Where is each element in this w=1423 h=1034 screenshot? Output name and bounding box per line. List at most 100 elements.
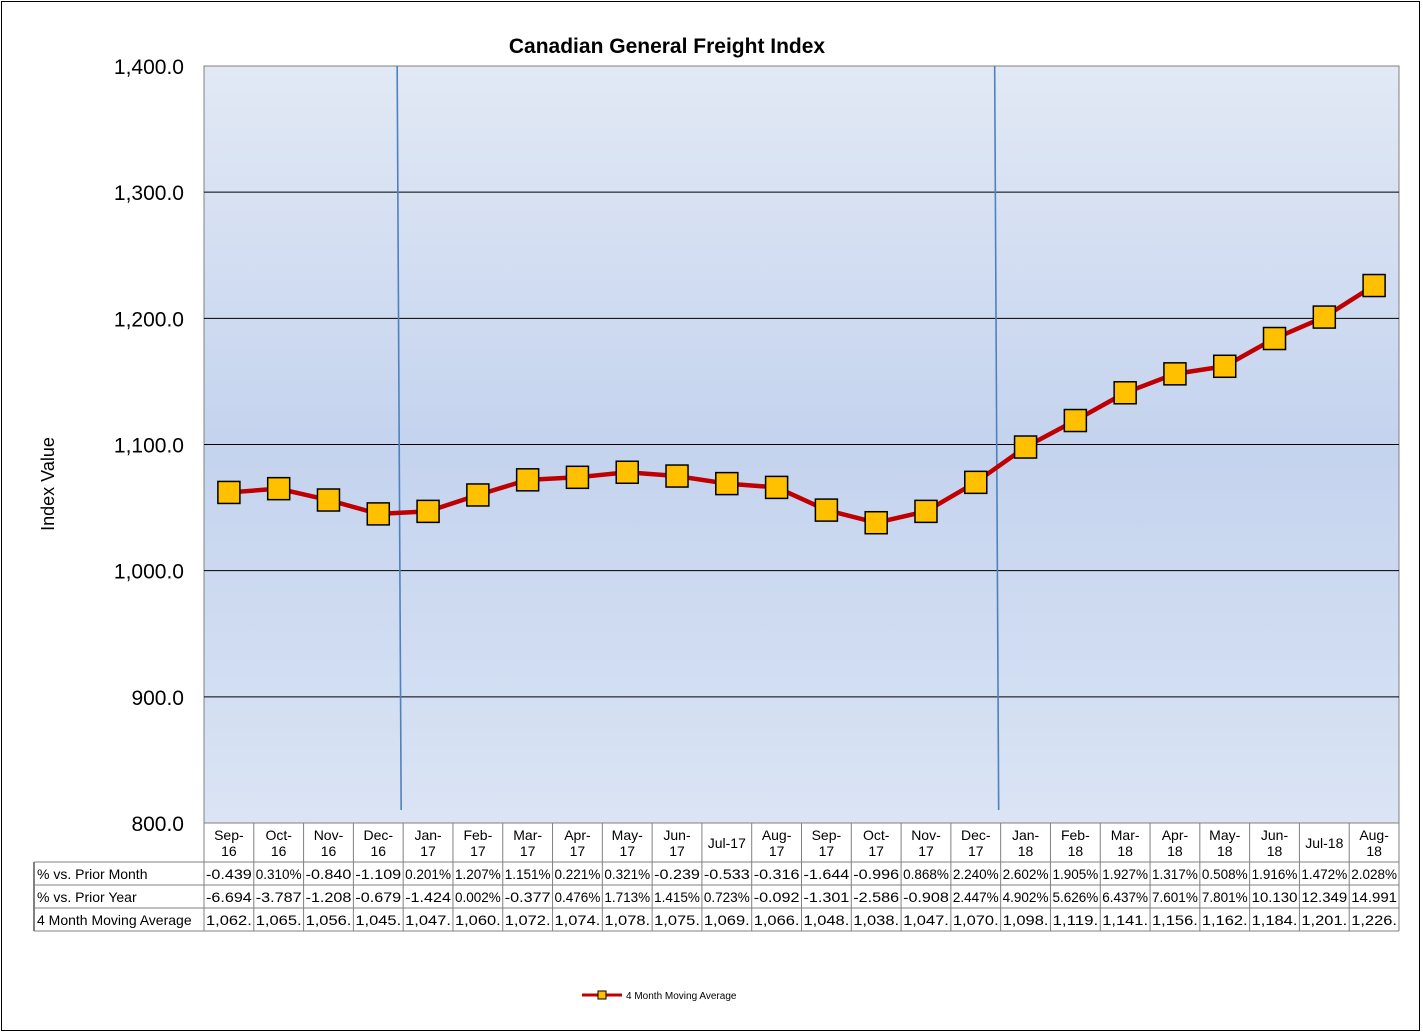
table-cell: -1.424 <box>405 889 451 905</box>
table-cell: 1,156. <box>1152 912 1198 928</box>
data-point <box>964 470 988 495</box>
table-cell: 1,062. <box>206 912 252 928</box>
table-cell: -1.208 <box>306 889 352 905</box>
data-point <box>1163 362 1187 386</box>
table-cell: 1,056. <box>306 912 352 928</box>
x-tick-label: Jun-18 <box>1261 827 1289 859</box>
data-point <box>1212 354 1237 379</box>
data-point <box>515 468 540 492</box>
data-point <box>715 471 739 496</box>
x-tick-label: Nov-17 <box>911 827 941 859</box>
table-cell: 1,078. <box>604 912 650 928</box>
table-cell: -0.316 <box>754 866 800 882</box>
table-cell: -1.109 <box>355 866 401 882</box>
table-cell: 1,047. <box>903 912 949 928</box>
x-tick-label: Apr-17 <box>564 827 591 859</box>
table-cell: -0.679 <box>355 889 401 905</box>
x-tick-label: Apr-18 <box>1162 827 1189 859</box>
table-cell: -0.533 <box>704 866 750 882</box>
legend-marker <box>597 990 607 1000</box>
table-cell: 1.916% <box>1252 866 1298 882</box>
data-point <box>217 480 241 505</box>
table-cell: 4.902% <box>1003 889 1049 905</box>
table-cell: 2.602% <box>1003 866 1049 882</box>
table-cell: 1,226. <box>1351 912 1397 928</box>
table-cell: 1,119. <box>1052 912 1098 928</box>
x-tick-label: Oct-17 <box>863 827 890 859</box>
y-tick-label: 1,300.0 <box>114 182 184 205</box>
table-cell: 1.905% <box>1052 866 1098 882</box>
table-cell: 6.437% <box>1102 889 1148 905</box>
table-cell: -0.996 <box>853 866 899 882</box>
table-cell: -3.787 <box>256 889 302 905</box>
table-cell: 1,070. <box>953 912 999 928</box>
table-cell: 1.207% <box>455 866 501 882</box>
table-cell: 1,098. <box>1003 912 1049 928</box>
table-cell: 1,045. <box>355 912 401 928</box>
y-tick-label: 800.0 <box>131 813 184 836</box>
table-cell: -0.908 <box>903 889 949 905</box>
x-tick-label: Jul-17 <box>708 835 746 851</box>
table-cell: 0.221% <box>555 866 601 882</box>
legend: 4 Month Moving Average <box>582 990 737 1002</box>
legend-label: 4 Month Moving Average <box>626 991 737 1002</box>
table-row-label: 4 Month Moving Average <box>37 912 192 928</box>
y-tick-label: 1,100.0 <box>114 435 184 458</box>
x-tick-label: May-17 <box>612 827 643 859</box>
table-cell: 1.713% <box>604 889 650 905</box>
reference-line <box>993 65 1000 811</box>
table-cell: 2.028% <box>1351 866 1397 882</box>
y-tick-label: 1,400.0 <box>114 56 184 79</box>
table-cell: 1,074. <box>555 912 601 928</box>
y-axis-ticks: 1,400.0 1,300.0 1,200.0 1,100.0 1,000.0 900.0… <box>114 56 184 836</box>
table-cell: 1.317% <box>1152 866 1198 882</box>
data-point <box>615 460 639 485</box>
table-cell: 10.130 <box>1252 889 1298 905</box>
table-cell: 7.801% <box>1202 889 1248 905</box>
x-tick-label: Jan-17 <box>414 827 442 859</box>
table-cell: -1.644 <box>804 866 850 882</box>
data-point <box>914 499 938 524</box>
table-cell: 0.508% <box>1202 866 1248 882</box>
table-cell: 0.723% <box>704 889 750 905</box>
x-tick-label: Mar-17 <box>513 827 542 859</box>
table-cell: 14.991 <box>1351 889 1397 905</box>
x-tick-label: Jul-18 <box>1305 835 1343 851</box>
table-cell: 1,047. <box>405 912 451 928</box>
data-point <box>1362 273 1386 298</box>
table-cell: 2.447% <box>953 889 999 905</box>
data-point <box>466 483 490 507</box>
y-tick-label: 1,200.0 <box>114 308 184 331</box>
table-cell: -1.301 <box>804 889 850 905</box>
data-point <box>665 464 689 488</box>
table-cell: 12.349 <box>1301 889 1347 905</box>
x-tick-label: Mar-18 <box>1111 827 1140 859</box>
x-tick-label: Jun-17 <box>663 827 691 859</box>
y-tick-label: 900.0 <box>131 687 184 710</box>
data-point <box>764 475 789 500</box>
table-cell: 0.868% <box>903 866 949 882</box>
x-tick-label: Sep-17 <box>812 827 842 859</box>
reference-lines <box>396 65 1000 811</box>
chart-title: Canadian General Freight Index <box>509 35 826 58</box>
table-cell: 2.240% <box>953 866 999 882</box>
table-cell: 1,048. <box>804 912 850 928</box>
table-cell: 7.601% <box>1152 889 1198 905</box>
x-tick-label: Aug-17 <box>762 827 792 859</box>
table-cell: -0.377 <box>505 889 551 905</box>
x-tick-label: Feb-17 <box>463 827 492 859</box>
data-point <box>864 510 888 535</box>
y-tick-label: 1,000.0 <box>114 561 184 584</box>
table-row-label: % vs. Prior Month <box>37 866 147 882</box>
data-point <box>565 465 590 490</box>
data-point <box>1262 326 1287 351</box>
x-tick-label: Feb-18 <box>1061 827 1090 859</box>
table-cell: 1,066. <box>754 912 800 928</box>
reference-line <box>396 65 402 811</box>
x-tick-label: Dec-17 <box>961 827 991 859</box>
data-point <box>416 499 440 524</box>
table-cell: 0.310% <box>256 866 302 882</box>
table-cell: 1,065. <box>256 912 302 928</box>
table-cell: 1,075. <box>654 912 700 928</box>
x-tick-label: Sep-16 <box>214 827 244 859</box>
